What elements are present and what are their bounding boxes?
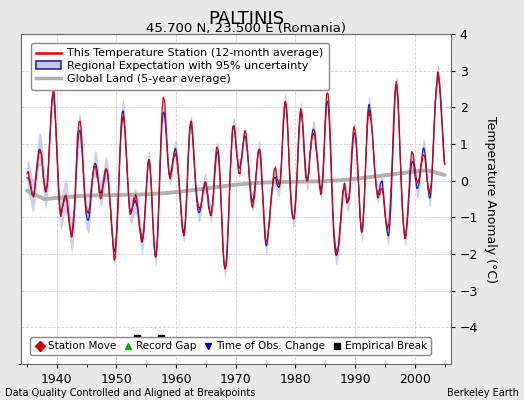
- Y-axis label: Temperature Anomaly (°C): Temperature Anomaly (°C): [485, 116, 497, 282]
- Text: Data Quality Controlled and Aligned at Breakpoints: Data Quality Controlled and Aligned at B…: [5, 388, 256, 398]
- Text: Berkeley Earth: Berkeley Earth: [447, 388, 519, 398]
- Legend: Station Move, Record Gap, Time of Obs. Change, Empirical Break: Station Move, Record Gap, Time of Obs. C…: [30, 337, 431, 356]
- Text: PALTINIS: PALTINIS: [208, 10, 285, 28]
- Text: 45.700 N, 23.500 E (Romania): 45.700 N, 23.500 E (Romania): [146, 22, 346, 35]
